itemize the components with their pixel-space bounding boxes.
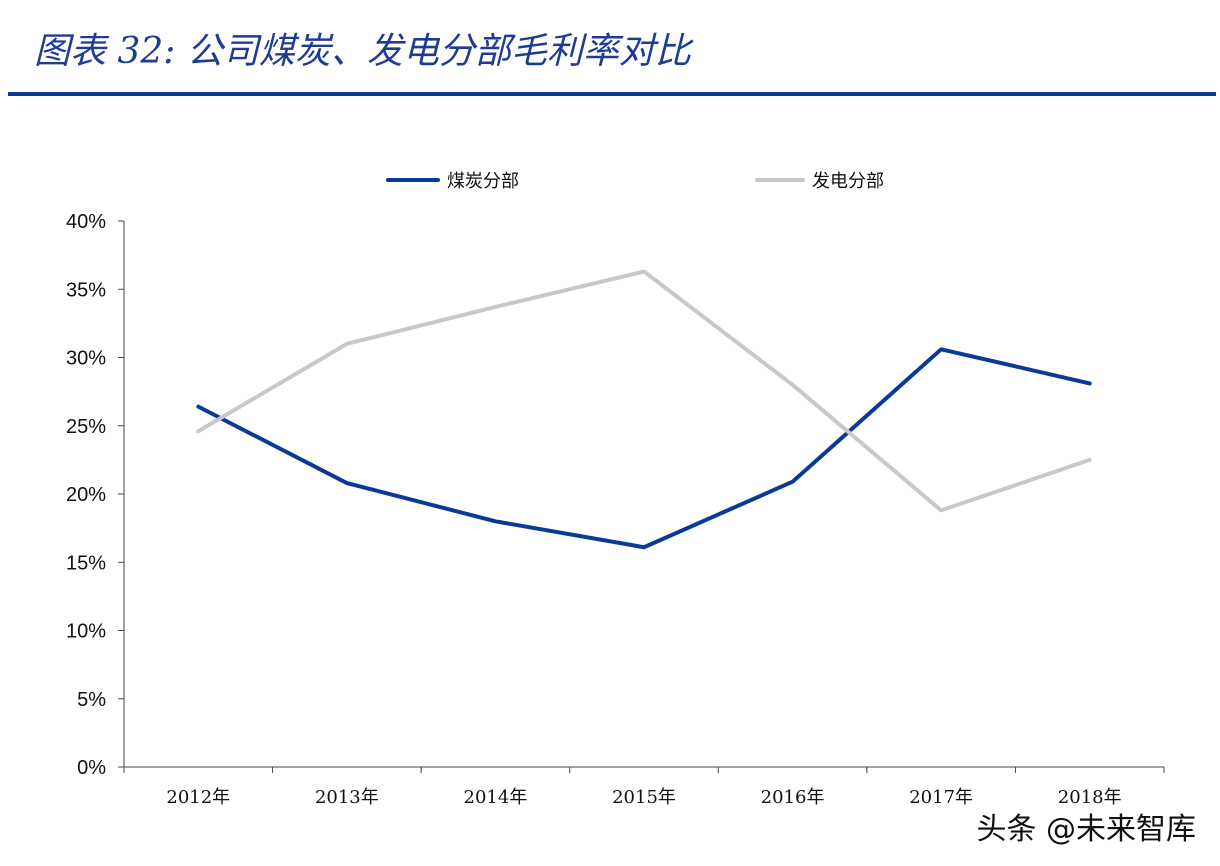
chart-axes: 0% 5% 10% 15% 20% 25% 30% 35% 40% 2012年 2013年 2014年…	[66, 211, 1165, 808]
legend-power-label: 发电分部	[812, 171, 884, 192]
x-tick-label: 2016年	[761, 787, 825, 808]
coal-series-line	[196, 347, 1092, 550]
chart-series	[196, 269, 1092, 550]
x-tick-label: 2012年	[166, 787, 230, 808]
x-tick-label: 2015年	[612, 787, 676, 808]
y-tick-label: 40%	[66, 211, 106, 233]
x-tick-label: 2013年	[315, 787, 379, 808]
x-tick-label: 2018年	[1058, 787, 1122, 808]
y-tick-label: 35%	[66, 279, 106, 301]
legend-coal-label: 煤炭分部	[447, 171, 519, 192]
watermark: 头条 @未来智库	[976, 812, 1196, 847]
chart-legend: 煤炭分部 发电分部	[386, 171, 884, 192]
y-tick-label: 20%	[66, 484, 106, 506]
y-tick-label: 0%	[77, 757, 106, 779]
y-tick-label: 25%	[66, 416, 106, 438]
y-tick-label: 30%	[66, 348, 106, 370]
page-title: 图表 32: 公司煤炭、发电分部毛利率对比	[34, 31, 691, 72]
y-tick-label: 15%	[66, 552, 106, 574]
title-rule	[8, 92, 1216, 96]
x-tick-label: 2014年	[464, 787, 528, 808]
x-tick-label: 2017年	[909, 787, 973, 808]
power-series-line	[196, 269, 1092, 513]
y-tick-label: 5%	[77, 689, 106, 711]
y-tick-label: 10%	[66, 621, 106, 643]
